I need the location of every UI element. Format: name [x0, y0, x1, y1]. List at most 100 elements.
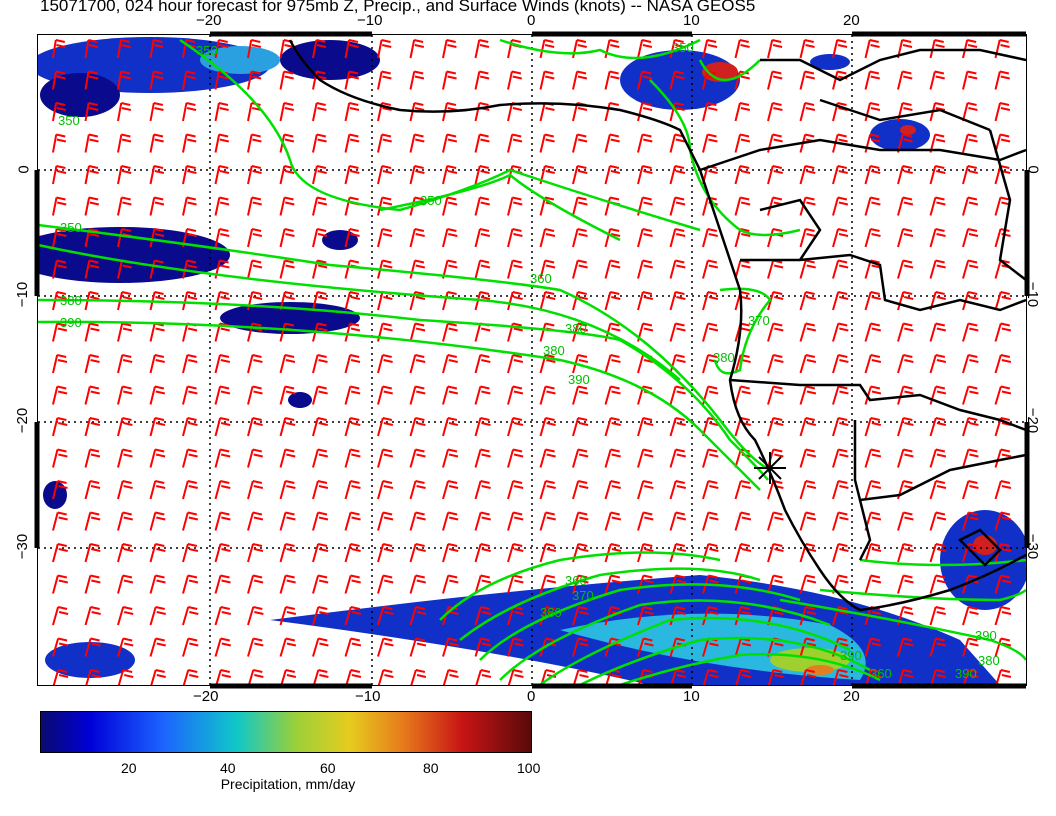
- wind-barb: [799, 511, 817, 531]
- wind-barb: [1028, 324, 1043, 342]
- wind-barb: [572, 606, 589, 626]
- wind-barb: [767, 39, 783, 59]
- wind-barb: [669, 417, 686, 437]
- wind-barb: [734, 606, 752, 626]
- wind-barb: [182, 133, 197, 153]
- wind-barb: [344, 543, 361, 563]
- top-lon-label: −10: [357, 12, 383, 29]
- wind-barb: [929, 543, 947, 563]
- wind-barb: [247, 102, 262, 122]
- wind-barb: [442, 448, 459, 468]
- wind-barb: [604, 133, 620, 153]
- wind-barb: [702, 39, 718, 59]
- wind-barb: [247, 39, 262, 59]
- wind-barb: [214, 291, 230, 311]
- wind-barb: [182, 417, 198, 437]
- wind-barb: [702, 511, 719, 531]
- wind-barb: [52, 322, 68, 342]
- wind-barb: [474, 39, 490, 59]
- wind-barb: [214, 385, 231, 405]
- wind-barb: [929, 354, 947, 374]
- wind-barb: [312, 291, 328, 311]
- wind-barb: [84, 448, 101, 468]
- wind-barb: [539, 417, 556, 437]
- wind-barb: [52, 417, 68, 437]
- wind-barb: [214, 448, 231, 468]
- wind-barb: [474, 606, 492, 626]
- wind-barb: [377, 70, 392, 90]
- wind-barb: [832, 417, 849, 437]
- wind-barb: [669, 606, 687, 626]
- wind-barb: [669, 480, 687, 500]
- wind-barb: [507, 196, 523, 216]
- wind-barb: [539, 228, 556, 248]
- wind-barb: [832, 669, 849, 685]
- wind-barb: [377, 385, 393, 405]
- wind-barb: [409, 480, 426, 500]
- wind-barb: [52, 543, 68, 563]
- wind-barb: [214, 574, 231, 594]
- wind-barb: [409, 165, 425, 185]
- wind-barb: [344, 606, 362, 626]
- wind-barb: [539, 385, 556, 405]
- wind-barb: [182, 637, 199, 657]
- wind-barb: [962, 228, 979, 248]
- wind-barb: [572, 228, 588, 248]
- wind-barb: [767, 417, 784, 437]
- wind-barb: [604, 574, 622, 594]
- wind-barb: [1028, 261, 1043, 279]
- wind-barb: [84, 259, 100, 279]
- wind-barb: [84, 165, 99, 185]
- wind-barb: [994, 322, 1012, 342]
- wind-barb: [929, 70, 945, 90]
- wind-barb: [637, 511, 654, 531]
- wind-barb: [702, 606, 719, 626]
- wind-barb: [507, 543, 524, 563]
- wind-barb: [214, 606, 232, 626]
- wind-barb: [929, 480, 947, 500]
- wind-barb: [507, 637, 524, 657]
- wind-barb: [507, 480, 524, 500]
- wind-barb: [214, 102, 229, 122]
- wind-barb: [1028, 387, 1043, 405]
- wind-barb: [52, 574, 69, 594]
- wind-barb: [507, 102, 523, 122]
- wind-barb: [409, 574, 426, 594]
- wind-barb: [84, 196, 100, 216]
- right-lat-label: −30: [1024, 533, 1042, 560]
- wind-barb: [539, 543, 557, 563]
- wind-barb: [149, 606, 166, 626]
- wind-barb: [604, 196, 621, 216]
- wind-barb: [767, 322, 784, 342]
- wind-barb: [507, 448, 524, 468]
- wind-barb: [572, 70, 588, 90]
- wind-barb: [799, 70, 815, 90]
- wind-barb: [832, 259, 849, 279]
- wind-barb: [312, 637, 329, 657]
- wind-barb: [52, 354, 68, 374]
- wind-barb: [539, 70, 555, 90]
- wind-barb: [929, 637, 946, 657]
- wind-barb: [767, 385, 784, 405]
- wind-barb: [247, 165, 262, 185]
- wind-barb: [799, 165, 816, 185]
- map-frame: [37, 34, 1027, 686]
- wind-barb: [637, 133, 653, 153]
- wind-barb: [539, 39, 555, 59]
- wind-barb: [409, 70, 425, 90]
- wind-barb: [409, 385, 426, 405]
- wind-barb: [474, 102, 490, 122]
- height-contours: [38, 38, 1026, 685]
- wind-barb: [637, 448, 654, 468]
- wind-barb: [767, 354, 784, 374]
- wind-barb: [409, 354, 426, 374]
- wind-barb: [507, 259, 523, 279]
- contour-label: 370: [572, 588, 594, 603]
- wind-barb: [345, 669, 362, 685]
- wind-barb: [474, 417, 491, 437]
- wind-barb: [799, 385, 817, 405]
- colorbar-tick: 20: [121, 760, 137, 776]
- wind-barb: [279, 354, 296, 374]
- wind-barb: [149, 102, 164, 122]
- wind-barb: [117, 480, 133, 500]
